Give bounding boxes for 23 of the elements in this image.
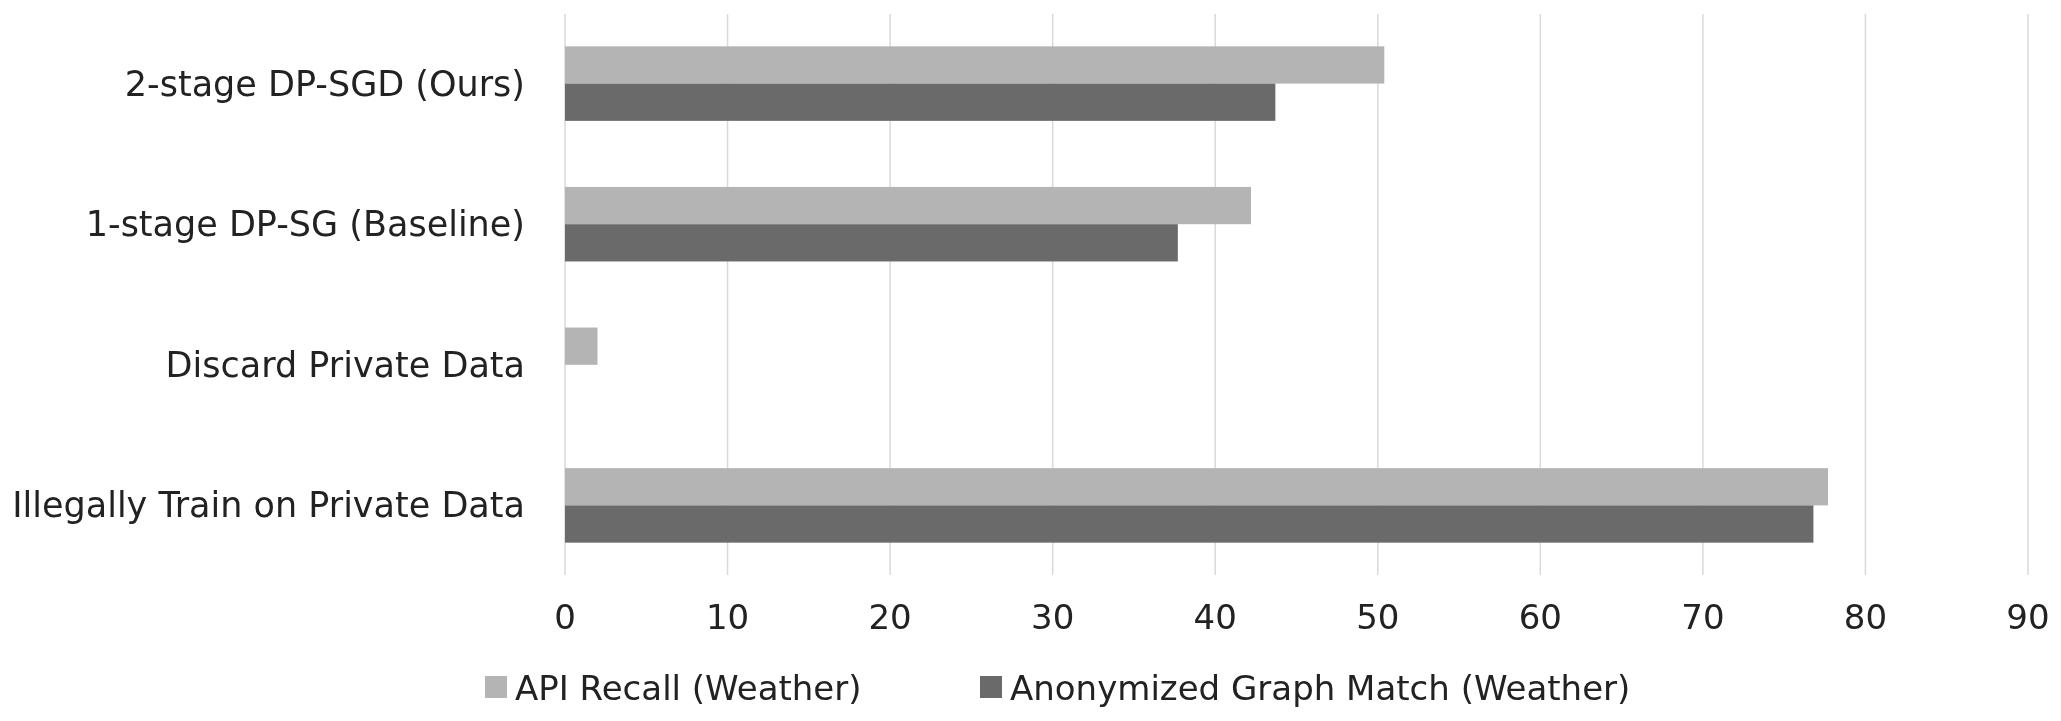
x-tick-label: 10 (705, 597, 750, 637)
y-tick-label: 2-stage DP-SGD (Ours) (124, 63, 525, 104)
y-tick-label: Illegally Train on Private Data (12, 485, 525, 526)
bar (565, 468, 1829, 506)
y-tick-label: 1-stage DP-SG (Baseline) (85, 204, 525, 245)
x-tick-label: 0 (554, 597, 576, 637)
bar (565, 505, 1814, 543)
bar (565, 327, 598, 365)
legend-label: Anonymized Graph Match (Weather) (1010, 668, 1631, 708)
bar (565, 83, 1276, 121)
x-tick-label: 90 (2006, 597, 2050, 637)
bar (565, 224, 1178, 262)
y-tick-label: Discard Private Data (165, 344, 525, 385)
bar (565, 46, 1385, 84)
legend-label: API Recall (Weather) (515, 668, 862, 708)
x-tick-label: 30 (1031, 597, 1075, 637)
x-tick-label: 40 (1193, 597, 1237, 637)
x-tick-label: 70 (1681, 597, 1725, 637)
bar (565, 186, 1251, 225)
x-tick-label: 20 (868, 597, 912, 637)
x-tick-label: 50 (1356, 597, 1400, 637)
x-tick-label: 80 (1843, 597, 1888, 637)
x-tick-label: 60 (1518, 597, 1562, 637)
